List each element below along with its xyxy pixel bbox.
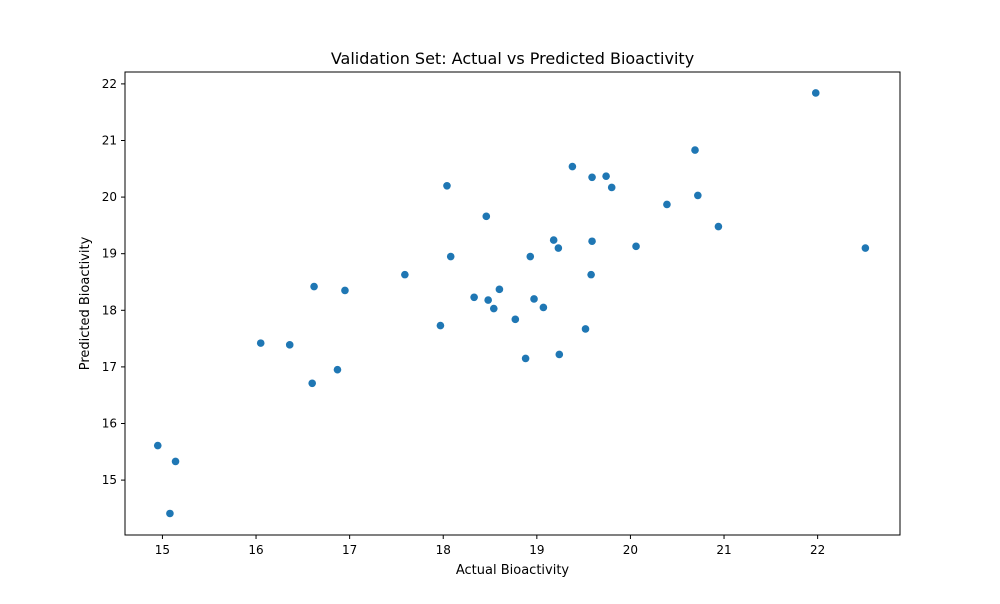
- data-point: [256, 339, 265, 347]
- data-point: [153, 441, 162, 450]
- data-point: [482, 212, 491, 221]
- data-point: [436, 321, 445, 330]
- data-point: [691, 146, 699, 154]
- data-point: [511, 315, 520, 324]
- x-tick-label: 15: [155, 543, 170, 557]
- x-tick-label: 18: [436, 543, 451, 557]
- y-tick-label: 22: [102, 77, 117, 91]
- data-point: [554, 244, 563, 252]
- x-tick-label: 21: [716, 543, 731, 557]
- data-point: [530, 295, 538, 303]
- y-axis-label: Predicted Bioactivity: [78, 236, 93, 370]
- data-point: [285, 341, 294, 349]
- y-tick-label: 18: [102, 303, 117, 317]
- data-point: [446, 252, 455, 261]
- data-point: [587, 270, 595, 279]
- plot-area-frame: [124, 71, 901, 536]
- x-tick-label: 16: [248, 543, 263, 557]
- data-point: [588, 237, 596, 246]
- data-point: [171, 457, 180, 466]
- data-point: [495, 285, 504, 294]
- data-point: [694, 191, 702, 200]
- data-point: [484, 296, 492, 304]
- data-point: [539, 303, 548, 312]
- x-tick-label: 19: [529, 543, 544, 557]
- data-point: [333, 365, 342, 374]
- data-point: [521, 354, 530, 363]
- y-tick-label: 15: [102, 473, 117, 487]
- y-tick-label: 20: [102, 190, 117, 204]
- x-tick-label: 20: [623, 543, 638, 557]
- data-point: [401, 270, 409, 279]
- data-point: [861, 244, 870, 252]
- chart-title: Validation Set: Actual vs Predicted Bioa…: [331, 49, 694, 68]
- y-tick-label: 21: [102, 133, 117, 147]
- data-point: [607, 183, 616, 192]
- data-point: [443, 181, 451, 190]
- x-tick-label: 22: [810, 543, 825, 557]
- data-point: [310, 282, 318, 291]
- data-point: [632, 242, 640, 251]
- data-point: [489, 304, 498, 313]
- data-point: [811, 89, 820, 97]
- data-point: [602, 172, 610, 180]
- data-point: [555, 350, 564, 359]
- data-point: [714, 222, 723, 231]
- data-point: [341, 286, 349, 295]
- data-points: [153, 89, 870, 518]
- y-tick-label: 16: [102, 416, 117, 430]
- axis-ticks: 15 16 17 18 19 20 21 22 15 16 17 18 19 20 21 22: [102, 77, 826, 557]
- data-point: [526, 252, 535, 261]
- data-point: [308, 379, 317, 388]
- data-point: [549, 236, 558, 244]
- data-point: [166, 509, 174, 518]
- x-tick-label: 17: [342, 543, 357, 557]
- y-tick-label: 17: [102, 360, 117, 374]
- data-point: [568, 162, 577, 171]
- data-point: [581, 325, 590, 333]
- data-point: [470, 293, 478, 302]
- y-tick-label: 19: [102, 247, 117, 261]
- data-point: [588, 173, 596, 182]
- data-point: [663, 200, 671, 209]
- x-axis-label: Actual Bioactivity: [456, 563, 570, 578]
